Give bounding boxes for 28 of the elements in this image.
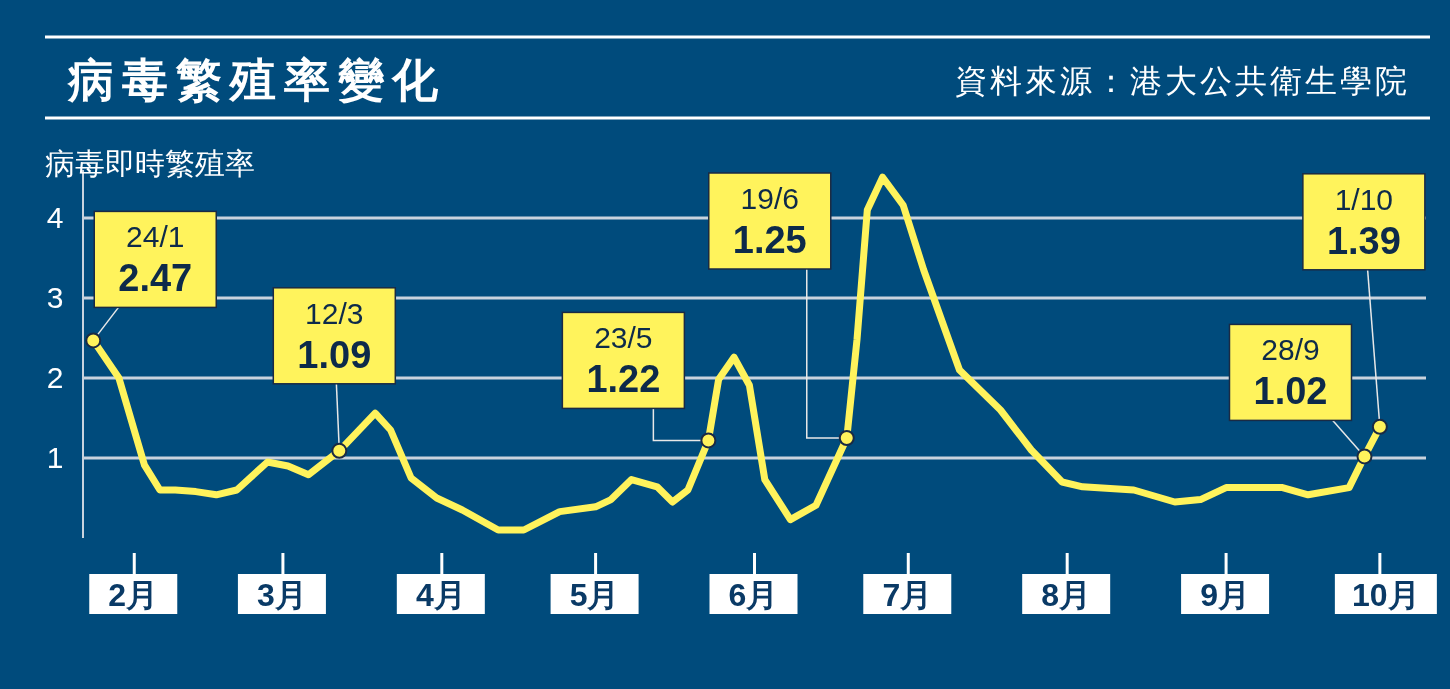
- chart-title: 病毒繁殖率變化: [67, 54, 446, 106]
- x-tick-label: 3月: [257, 577, 307, 613]
- point: [85, 332, 102, 349]
- x-tick-label: 6月: [728, 577, 779, 613]
- point: [331, 442, 348, 459]
- point: [838, 430, 855, 446]
- y-tick-label: 3: [46, 281, 64, 314]
- x-tick-label: 9月: [1200, 577, 1250, 613]
- x-tick-label: 7月: [882, 577, 933, 613]
- point: [700, 432, 717, 449]
- annotation: 24/1 2.47: [118, 220, 193, 300]
- x-tick-label: 4月: [415, 577, 466, 613]
- point: [1371, 418, 1388, 435]
- annotation: 19/6 1.25: [732, 182, 807, 261]
- y-tick-label: 1: [46, 441, 64, 474]
- x-tick-label: 2月: [108, 577, 159, 613]
- y-axis-title: 病毒即時繁殖率: [45, 147, 255, 180]
- x-tick-label: 10月: [1352, 577, 1420, 613]
- x-tick-label: 8月: [1041, 577, 1092, 613]
- annotation: 28/9 1.02: [1253, 333, 1328, 413]
- point: [1356, 448, 1373, 465]
- y-tick-label: 2: [46, 361, 64, 394]
- annotation: 12/3 1.09: [297, 296, 372, 376]
- source-note: 資料來源：港大公共衛生學院: [955, 63, 1410, 99]
- y-tick-label: 4: [46, 201, 64, 234]
- x-tick-label: 5月: [569, 577, 620, 613]
- annotation: 1/10 1.39: [1326, 182, 1401, 262]
- annotation: 23/5 1.22: [586, 321, 661, 401]
